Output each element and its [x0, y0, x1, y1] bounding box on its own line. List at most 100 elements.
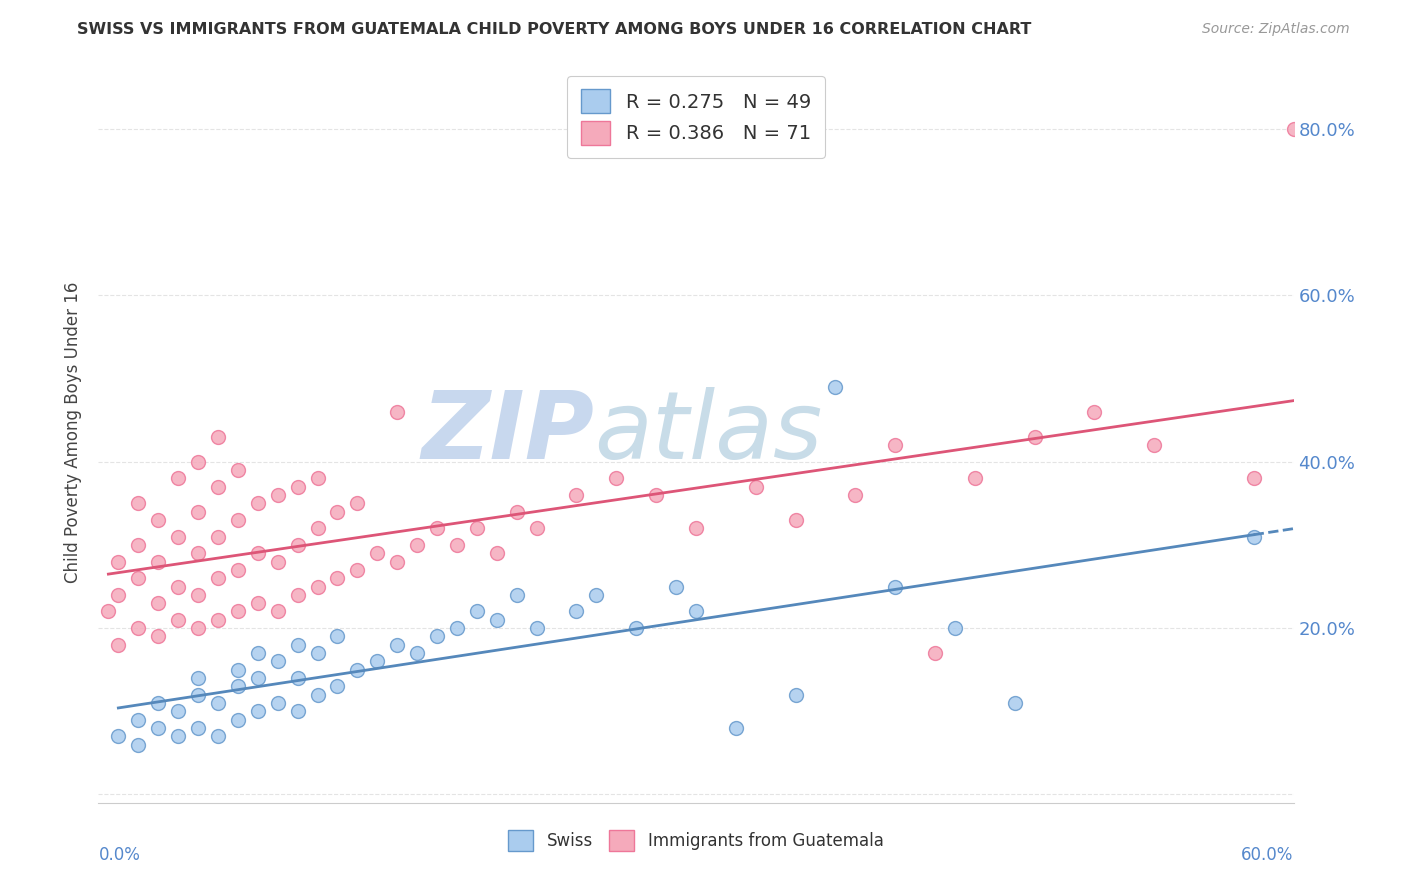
Point	[346, 496, 368, 510]
Point	[406, 538, 429, 552]
Point	[485, 613, 508, 627]
Point	[267, 488, 290, 502]
Point	[724, 721, 747, 735]
Point	[685, 521, 707, 535]
Point	[963, 471, 986, 485]
Point	[107, 588, 129, 602]
Point	[307, 580, 329, 594]
Point	[1083, 405, 1105, 419]
Point	[307, 688, 329, 702]
Point	[207, 613, 229, 627]
Point	[785, 688, 807, 702]
Point	[287, 538, 309, 552]
Point	[465, 521, 488, 535]
Point	[287, 704, 309, 718]
Point	[246, 704, 269, 718]
Point	[187, 688, 209, 702]
Point	[346, 663, 368, 677]
Point	[167, 530, 190, 544]
Point	[385, 555, 409, 569]
Point	[506, 505, 529, 519]
Point	[565, 488, 588, 502]
Point	[246, 496, 269, 510]
Point	[287, 671, 309, 685]
Point	[326, 629, 349, 643]
Point	[1243, 530, 1265, 544]
Point	[207, 430, 229, 444]
Point	[326, 571, 349, 585]
Point	[226, 463, 249, 477]
Text: ZIP: ZIP	[422, 386, 595, 479]
Point	[187, 505, 209, 519]
Point	[127, 738, 149, 752]
Point	[148, 555, 170, 569]
Point	[167, 613, 190, 627]
Point	[585, 588, 607, 602]
Point	[148, 721, 170, 735]
Point	[167, 580, 190, 594]
Point	[605, 471, 627, 485]
Text: 60.0%: 60.0%	[1241, 846, 1294, 863]
Point	[426, 629, 449, 643]
Point	[187, 671, 209, 685]
Point	[884, 438, 907, 452]
Point	[187, 455, 209, 469]
Point	[246, 596, 269, 610]
Point	[148, 629, 170, 643]
Point	[287, 480, 309, 494]
Point	[1004, 696, 1026, 710]
Point	[446, 538, 468, 552]
Point	[785, 513, 807, 527]
Point	[446, 621, 468, 635]
Point	[207, 571, 229, 585]
Point	[187, 721, 209, 735]
Point	[127, 496, 149, 510]
Point	[127, 571, 149, 585]
Point	[226, 663, 249, 677]
Point	[307, 471, 329, 485]
Point	[485, 546, 508, 560]
Point	[226, 679, 249, 693]
Point	[346, 563, 368, 577]
Point	[943, 621, 966, 635]
Point	[326, 505, 349, 519]
Point	[526, 621, 548, 635]
Point	[187, 621, 209, 635]
Point	[366, 546, 388, 560]
Point	[207, 530, 229, 544]
Point	[207, 480, 229, 494]
Text: 0.0%: 0.0%	[98, 846, 141, 863]
Point	[1143, 438, 1166, 452]
Point	[246, 646, 269, 660]
Legend: Swiss, Immigrants from Guatemala: Swiss, Immigrants from Guatemala	[502, 823, 890, 857]
Point	[246, 671, 269, 685]
Point	[385, 638, 409, 652]
Point	[366, 654, 388, 668]
Point	[148, 696, 170, 710]
Point	[526, 521, 548, 535]
Point	[287, 638, 309, 652]
Point	[167, 729, 190, 743]
Point	[665, 580, 688, 594]
Point	[924, 646, 946, 660]
Point	[884, 580, 907, 594]
Point	[1024, 430, 1046, 444]
Point	[207, 729, 229, 743]
Point	[287, 588, 309, 602]
Point	[267, 654, 290, 668]
Point	[127, 713, 149, 727]
Point	[506, 588, 529, 602]
Point	[645, 488, 668, 502]
Point	[148, 596, 170, 610]
Point	[107, 638, 129, 652]
Point	[267, 696, 290, 710]
Point	[844, 488, 866, 502]
Point	[226, 563, 249, 577]
Point	[148, 513, 170, 527]
Point	[107, 729, 129, 743]
Point	[626, 621, 648, 635]
Point	[565, 605, 588, 619]
Point	[127, 538, 149, 552]
Point	[385, 405, 409, 419]
Point	[226, 513, 249, 527]
